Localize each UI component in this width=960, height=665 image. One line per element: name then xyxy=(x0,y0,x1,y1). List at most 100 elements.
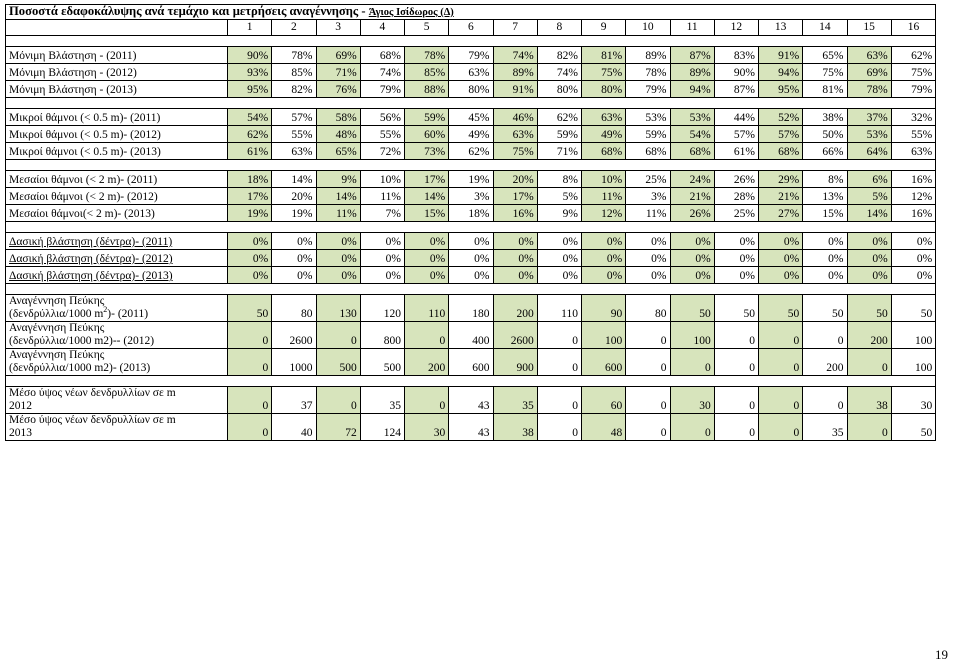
row-label-line2: (δενδρύλλια/1000 m2)- (2013) xyxy=(9,362,151,374)
value-cell: 0 xyxy=(669,348,715,376)
value-cell: 9% xyxy=(536,204,583,222)
value-cell: 0% xyxy=(713,232,760,250)
value-cell: 0% xyxy=(492,266,538,284)
value-cell: 69% xyxy=(846,63,892,81)
value-cell: 62% xyxy=(536,108,583,126)
value-cell: 0 xyxy=(802,321,848,349)
value-cell: 69% xyxy=(315,46,361,64)
column-header: 15 xyxy=(846,19,892,36)
value-cell: 0 xyxy=(226,348,273,376)
value-cell: 63% xyxy=(890,142,937,160)
value-cell: 63% xyxy=(271,142,317,160)
value-cell: 62% xyxy=(448,142,494,160)
page-number: 19 xyxy=(935,647,948,662)
table-row: Μικροί θάμνοι (< 0.5 m)- (2011) 54% 57% 58%… xyxy=(5,108,937,126)
value-cell: 71% xyxy=(536,142,583,160)
value-cell: 26% xyxy=(713,170,760,188)
value-cell: 38 xyxy=(846,386,892,414)
value-cell: 91% xyxy=(492,80,538,98)
value-cell: 19% xyxy=(448,170,494,188)
value-cell: 81% xyxy=(802,80,848,98)
row-label: Αναγέννηση Πεύκης (δενδρύλλια/1000 m2)-- … xyxy=(5,321,228,349)
value-cell: 26% xyxy=(669,204,715,222)
row-label: Δασική βλάστηση (δέντρα)- (2013) xyxy=(5,266,228,284)
value-cell: 0% xyxy=(492,232,538,250)
row-label: Μικροί θάμνοι (< 0.5 m)- (2013) xyxy=(5,142,228,160)
value-cell: 29% xyxy=(757,170,804,188)
value-cell: 35 xyxy=(359,386,406,414)
value-cell: 0% xyxy=(448,249,494,267)
spacer-row xyxy=(4,375,937,387)
column-header: 13 xyxy=(757,19,804,36)
value-cell: 0% xyxy=(846,249,892,267)
value-cell: 21% xyxy=(669,187,715,205)
row-label-line2: 2012 xyxy=(9,400,32,412)
value-cell: 75% xyxy=(580,63,627,81)
value-cell: 3% xyxy=(625,187,671,205)
value-cell: 0% xyxy=(536,249,583,267)
value-cell: 61% xyxy=(713,142,760,160)
value-cell: 76% xyxy=(315,80,361,98)
value-cell: 50% xyxy=(802,125,848,143)
value-cell: 0 xyxy=(403,386,450,414)
column-header: 14 xyxy=(802,19,848,36)
row-label: Δασική βλάστηση (δέντρα)- (2012) xyxy=(5,249,228,267)
value-cell: 87% xyxy=(669,46,715,64)
value-cell: 50 xyxy=(802,294,848,322)
column-header: 5 xyxy=(403,19,450,36)
column-header: 11 xyxy=(669,19,715,36)
value-cell: 62% xyxy=(226,125,273,143)
table-row: Μεσαίοι θάμνοι (< 2 m)- (2011) 18% 14% 9% 10… xyxy=(5,170,937,188)
column-header: 6 xyxy=(448,19,494,36)
spacer-cell xyxy=(4,35,937,47)
value-cell: 79% xyxy=(890,80,937,98)
value-cell: 50 xyxy=(713,294,760,322)
value-cell: 94% xyxy=(669,80,715,98)
value-cell: 0 xyxy=(757,321,804,349)
value-cell: 0 xyxy=(403,321,450,349)
row-label: Μεσαίοι θάμνοι (< 2 m)- (2012) xyxy=(5,187,228,205)
value-cell: 62% xyxy=(890,46,937,64)
value-cell: 0 xyxy=(846,413,892,441)
value-cell: 16% xyxy=(890,204,937,222)
value-cell: 7% xyxy=(359,204,406,222)
value-cell: 0 xyxy=(713,413,760,441)
value-cell: 0 xyxy=(536,321,583,349)
table-row: Μόνιμη Βλάστηση - (2013) 95% 82% 76% 79% 88% 8… xyxy=(5,80,937,98)
spacer-row xyxy=(4,35,937,47)
value-cell: 80% xyxy=(448,80,494,98)
value-cell: 63% xyxy=(448,63,494,81)
value-cell: 5% xyxy=(536,187,583,205)
value-cell: 0% xyxy=(625,232,671,250)
value-cell: 120 xyxy=(359,294,406,322)
value-cell: 110 xyxy=(403,294,450,322)
value-cell: 0% xyxy=(802,266,848,284)
value-cell: 88% xyxy=(403,80,450,98)
value-cell: 2600 xyxy=(271,321,317,349)
value-cell: 56% xyxy=(359,108,406,126)
value-cell: 800 xyxy=(359,321,406,349)
column-header: 10 xyxy=(625,19,671,36)
value-cell: 65% xyxy=(315,142,361,160)
value-cell: 110 xyxy=(536,294,583,322)
value-cell: 0 xyxy=(226,413,273,441)
table-row: Αναγέννηση Πεύκης (δενδρύλλια/1000 m2)- (… xyxy=(5,294,937,322)
value-cell: 43 xyxy=(448,386,494,414)
value-cell: 0% xyxy=(492,249,538,267)
value-cell: 0% xyxy=(271,249,317,267)
value-cell: 49% xyxy=(580,125,627,143)
value-cell: 0 xyxy=(315,321,361,349)
value-cell: 25% xyxy=(713,204,760,222)
value-cell: 8% xyxy=(802,170,848,188)
value-cell: 54% xyxy=(226,108,273,126)
row-label-line2: (δενδρύλλια/1000 m2)- (2011) xyxy=(9,305,149,320)
table-row: Δασική βλάστηση (δέντρα)- (2013) 0% 0% 0% 0%… xyxy=(5,266,937,284)
value-cell: 0% xyxy=(315,266,361,284)
value-cell: 0% xyxy=(536,232,583,250)
value-cell: 124 xyxy=(359,413,406,441)
column-header: 2 xyxy=(271,19,317,36)
column-header: 7 xyxy=(492,19,538,36)
value-cell: 14% xyxy=(846,204,892,222)
row-label: Μόνιμη Βλάστηση - (2012) xyxy=(5,63,228,81)
value-cell: 59% xyxy=(403,108,450,126)
